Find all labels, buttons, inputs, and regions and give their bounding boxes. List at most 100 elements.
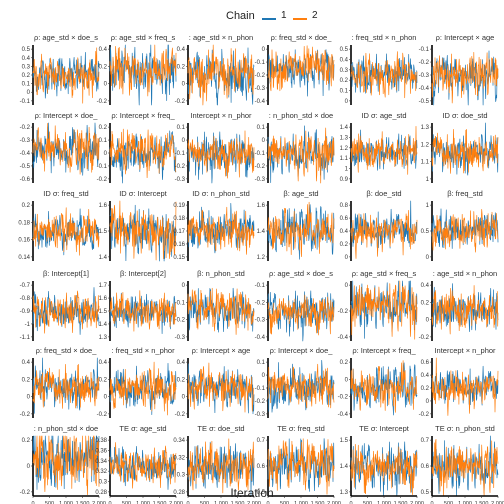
y-tick-label: 0 [426,318,430,324]
y-tick-label: 1.6 [99,296,108,302]
panel-title: : n_phon_std × doe [269,111,333,120]
y-tick-label: 0.34 [95,459,107,465]
panel-title: ρ: freq_std × doe_ [271,33,333,42]
panel-28: ρ: Intercept × doe_ 0.1 0 -0.1 -0.2 -0.3 [255,346,335,418]
panel-12: ID σ: doe_std 1.3 1.2 1.1 1 [421,111,499,183]
y-tick-label: -0.2 [255,73,266,79]
y-tick-label: 0 [426,255,430,261]
legend-swatch-chain-1 [262,18,276,20]
y-tick-label: 0.5 [340,47,349,53]
y-tick-label: -0.2 [20,125,31,131]
panel-title: : freq_std × n_phor [111,346,175,355]
panel-20: β: Intercept[2] 1.7 1.6 1.5 1.4 1.3 [99,269,177,341]
y-tick-label: -0.2 [97,412,108,418]
y-tick-label: 0.15 [173,255,185,261]
panel-title: β: n_phon_std [197,269,245,278]
y-tick-label: 0.28 [173,490,185,496]
panel-6: ρ: Intercept × age -0.1 -0.2 -0.3 -0.4 -0.5 [419,33,499,106]
y-tick-label: -0.2 [255,399,266,405]
y-tick-label: -0.1 [175,151,186,157]
panel-17: β: doe_std 0.8 0.6 0.4 0.2 0 [340,189,418,261]
x-tick-label: 500 [363,501,372,504]
series-line-chain-1 [350,441,418,497]
x-tick-label: 2,000 [410,501,424,504]
panel-title: : n_phon_std × doe [34,424,98,433]
panel-2: ρ: age_std × freq_s0.4 0.2 0 -0.2 [97,33,177,106]
y-tick-label: 0.1 [340,89,349,95]
panel-title: β: Intercept[2] [120,269,166,278]
y-tick-label: 0.6 [421,464,430,470]
y-tick-label: 0.4 [177,360,186,366]
x-tick-label: 500 [45,501,54,504]
y-tick-label: 0 [182,82,186,88]
y-tick-label: -0.4 [419,86,430,92]
x-tick-label: 2,000 [247,501,261,504]
y-tick-label: -0.2 [419,412,430,418]
x-tick-label: 0 [430,501,433,504]
x-tick-label: 0 [266,501,269,504]
y-tick-label: 0.3 [340,68,349,74]
x-tick-label: 0 [349,501,352,504]
y-tick-label: 0.4 [99,360,108,366]
y-tick-label: 1.2 [340,146,349,152]
y-tick-label: -0.1 [255,60,266,66]
panel-15: ID σ: n_phon_std 0.19 0.18 0.17 0.16 0.15 [173,189,255,261]
y-tick-label: -0.1 [255,386,266,392]
y-tick-label: -0.1 [20,99,31,105]
y-tick-label: -1.1 [20,335,31,341]
y-tick-label: 0 [262,373,266,379]
panel-title: ID σ: n_phon_std [192,189,250,198]
x-tick-label: 1,500 [475,501,489,504]
x-tick-label: 0 [108,501,111,504]
y-tick-label: 0.5 [22,47,31,53]
panel-32: TE σ: age_std 0.38 0.36 0.34 0.32 0.3 0.28 0 500… [95,424,183,504]
y-tick-label: 0.6 [257,464,266,470]
x-tick-label: 1,000 [136,501,150,504]
panel-8: ρ: Intercept × freq_0.2 0.1 0 -0.1 -0.2 [97,111,177,184]
series-line-chain-1 [32,122,100,176]
legend-swatch-chain-2 [293,18,307,20]
series-line-chain-2 [187,362,255,413]
y-tick-label: 0.34 [173,438,185,444]
series-line-chain-2 [267,45,335,92]
panel-14: ID σ: Intercept 1.6 1.5 1.4 [99,189,177,262]
y-tick-label: 0.5 [421,229,430,235]
y-tick-label: -0.2 [419,335,430,341]
y-tick-label: 0.18 [18,220,30,226]
y-tick-label: 0 [345,255,349,261]
y-tick-label: 0.2 [22,377,31,383]
y-tick-label: 0.18 [173,216,185,222]
y-tick-label: 0.4 [421,283,430,289]
y-tick-label: 0.6 [421,360,430,366]
panel-18: β: freq_std 1 0.5 0 [421,189,499,261]
y-tick-label: -0.2 [175,164,186,170]
x-tick-label: 1,000 [458,501,472,504]
y-tick-label: 0.4 [340,57,349,63]
y-tick-label: -0.2 [255,164,266,170]
series-line-chain-2 [32,290,100,334]
y-tick-label: -0.3 [419,73,430,79]
series-line-chain-2 [350,126,418,175]
series-line-chain-2 [187,130,255,179]
y-tick-label: -0.2 [175,412,186,418]
y-tick-label: -0.2 [419,60,430,66]
series-line-chain-2 [187,287,255,335]
panel-title: ρ: Intercept × age [436,33,495,42]
y-tick-label: 0.2 [22,438,31,444]
y-tick-label: -0.1 [419,47,430,53]
x-tick-label: 1,000 [377,501,391,504]
series-line-chain-2 [350,280,418,340]
panel-title: β: freq_std [447,189,483,198]
panel-title: TE σ: age_std [119,424,166,433]
panel-title: Intercept × n_phor [190,111,252,120]
y-tick-label: -0.2 [338,309,349,315]
panel-title: ID σ: Intercept [119,189,167,198]
y-tick-label: -0.6 [20,177,31,183]
y-tick-label: 0 [262,138,266,144]
panel-title: ρ: Intercept × freq_ [111,111,175,120]
x-tick-label: 1,500 [311,501,325,504]
panel-title: β: age_std [283,189,318,198]
panel-36: TE σ: n_phon_std 0.7 0.6 0.5 0 500 1,000 1,500 2… [421,424,504,504]
y-tick-label: 0.5 [421,490,430,496]
